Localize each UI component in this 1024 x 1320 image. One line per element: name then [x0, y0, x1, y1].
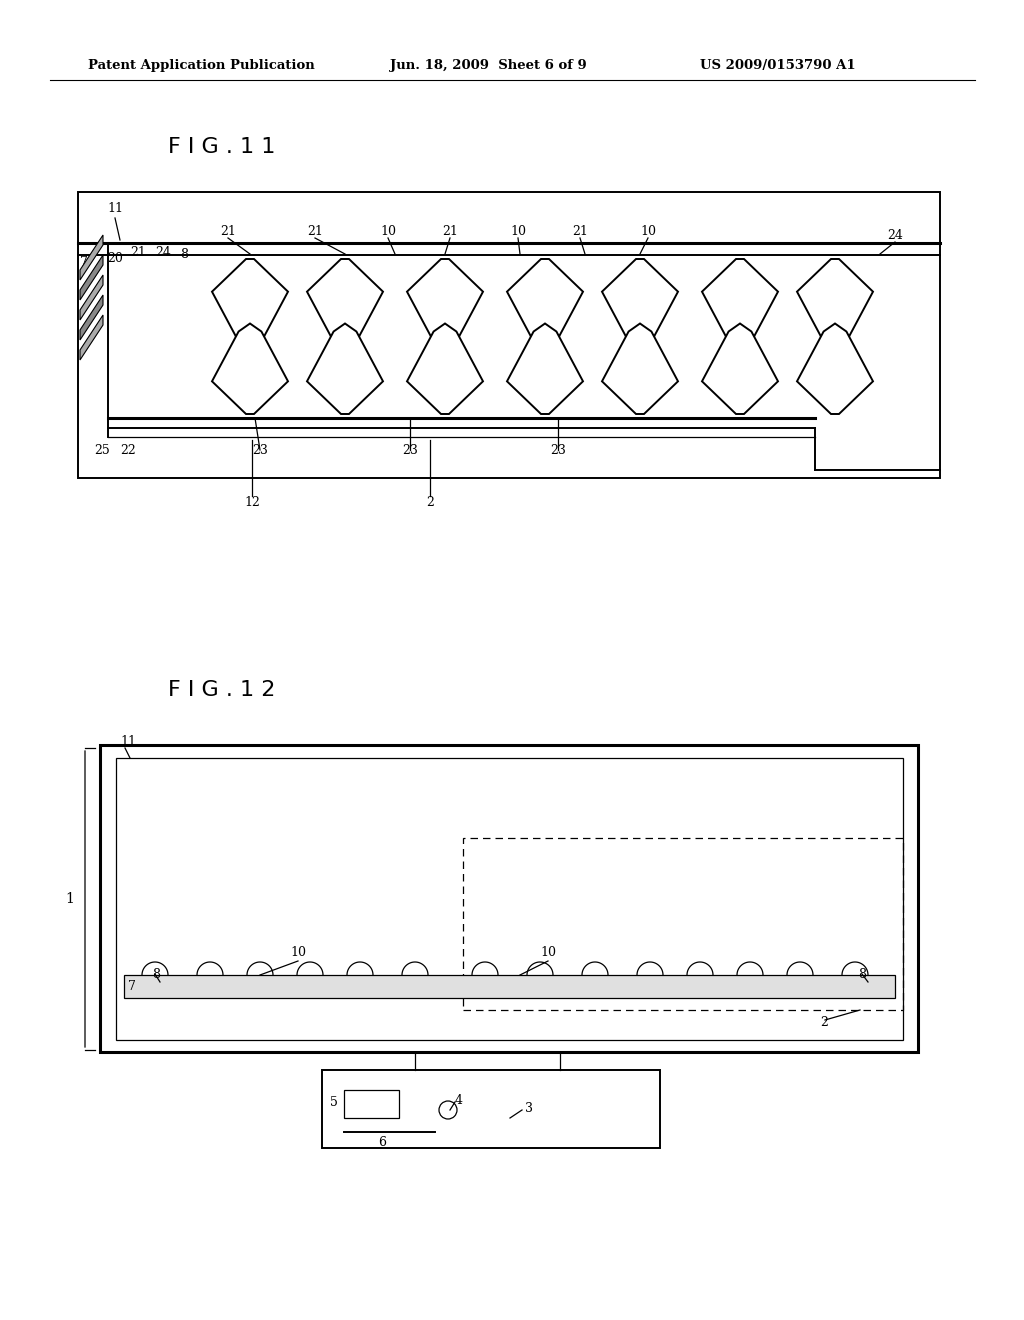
Text: 21: 21 — [442, 224, 458, 238]
Circle shape — [439, 1101, 457, 1119]
Text: 10: 10 — [640, 224, 656, 238]
Bar — [100, 744, 918, 1052]
Polygon shape — [80, 294, 103, 341]
Text: 23: 23 — [402, 444, 418, 457]
Polygon shape — [507, 259, 583, 350]
Polygon shape — [80, 275, 103, 319]
Text: 25: 25 — [94, 444, 110, 457]
Text: 23: 23 — [252, 444, 268, 457]
Text: 5: 5 — [330, 1096, 338, 1109]
Text: 21: 21 — [220, 224, 236, 238]
Bar — [116, 758, 903, 1040]
Text: 24: 24 — [155, 247, 171, 260]
Polygon shape — [702, 323, 778, 414]
Polygon shape — [80, 255, 103, 300]
Polygon shape — [307, 323, 383, 414]
Polygon shape — [407, 323, 483, 414]
Bar — [344, 1090, 399, 1118]
Polygon shape — [702, 259, 778, 350]
Text: Jun. 18, 2009  Sheet 6 of 9: Jun. 18, 2009 Sheet 6 of 9 — [390, 58, 587, 71]
Bar — [78, 191, 940, 478]
Text: 21: 21 — [307, 224, 323, 238]
Text: 22: 22 — [120, 444, 136, 457]
Polygon shape — [602, 323, 678, 414]
Text: 10: 10 — [510, 224, 526, 238]
Text: F I G . 1 1: F I G . 1 1 — [168, 137, 275, 157]
Bar — [463, 838, 903, 1010]
Text: 1: 1 — [65, 892, 74, 906]
Text: 23: 23 — [550, 444, 566, 457]
Text: 8: 8 — [180, 248, 188, 261]
Text: Patent Application Publication: Patent Application Publication — [88, 58, 314, 71]
Text: 2: 2 — [426, 496, 434, 510]
Polygon shape — [80, 315, 103, 360]
Bar — [322, 1071, 660, 1148]
Text: 20: 20 — [106, 252, 123, 264]
Text: 8: 8 — [152, 968, 160, 981]
Polygon shape — [80, 235, 103, 280]
Text: 2: 2 — [820, 1016, 827, 1030]
Polygon shape — [212, 323, 288, 414]
Text: 12: 12 — [244, 496, 260, 510]
Polygon shape — [212, 259, 288, 350]
Text: 11: 11 — [120, 735, 136, 748]
Polygon shape — [407, 259, 483, 350]
Text: 24: 24 — [887, 228, 903, 242]
Text: 7: 7 — [80, 256, 88, 268]
Text: 21: 21 — [130, 247, 145, 260]
Polygon shape — [602, 259, 678, 350]
Text: 7: 7 — [128, 979, 136, 993]
Polygon shape — [307, 259, 383, 350]
Text: 21: 21 — [572, 224, 588, 238]
Text: 4: 4 — [455, 1093, 463, 1106]
Text: 10: 10 — [290, 946, 306, 960]
Text: 6: 6 — [378, 1135, 386, 1148]
Text: 10: 10 — [540, 946, 556, 960]
Polygon shape — [507, 323, 583, 414]
Text: US 2009/0153790 A1: US 2009/0153790 A1 — [700, 58, 856, 71]
Text: 8: 8 — [858, 968, 866, 981]
Text: 11: 11 — [106, 202, 123, 214]
Bar — [124, 975, 895, 998]
Polygon shape — [797, 259, 873, 350]
Text: 10: 10 — [380, 224, 396, 238]
Text: F I G . 1 2: F I G . 1 2 — [168, 680, 275, 700]
Polygon shape — [797, 323, 873, 414]
Text: 3: 3 — [525, 1101, 534, 1114]
